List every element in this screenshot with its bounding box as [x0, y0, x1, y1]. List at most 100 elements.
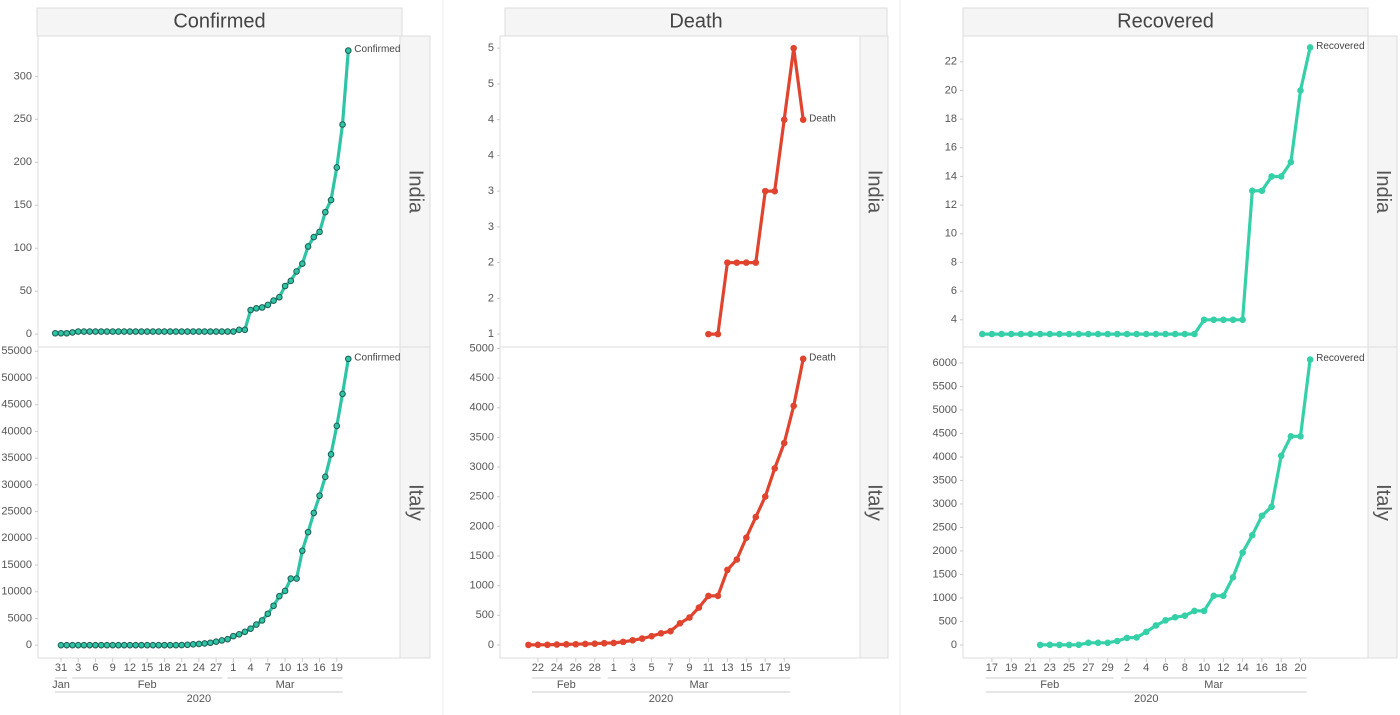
y-tick-label: 12: [945, 199, 957, 211]
point: [686, 614, 693, 621]
end-label: Death: [809, 352, 836, 363]
point: [1133, 330, 1140, 338]
column-title: Confirmed: [173, 10, 265, 32]
month-label: Feb: [1040, 679, 1059, 691]
row-strip: [1367, 35, 1398, 348]
point: [1104, 639, 1111, 647]
row-strip: [859, 35, 889, 348]
y-tick-label: 3500: [933, 474, 957, 486]
point: [132, 328, 139, 335]
year-label: 2020: [649, 693, 673, 705]
column-title: Death: [669, 10, 722, 32]
point: [339, 121, 346, 128]
y-tick-label: 1500: [933, 568, 957, 580]
point: [988, 330, 996, 338]
point: [534, 641, 542, 649]
point: [327, 451, 335, 458]
point: [247, 306, 254, 314]
point: [235, 630, 243, 638]
point: [316, 492, 323, 499]
point: [138, 641, 145, 649]
point: [339, 390, 346, 398]
point: [1306, 356, 1314, 363]
point: [344, 355, 352, 363]
x-tick-label: 12: [124, 662, 136, 674]
x-tick-label: 19: [331, 662, 343, 674]
point: [978, 330, 986, 338]
y-tick-label: 5: [488, 42, 494, 54]
point: [638, 635, 646, 642]
y-tick-label: 2: [488, 257, 494, 269]
x-tick-label: 18: [1275, 662, 1287, 674]
point: [86, 641, 94, 649]
x-tick-label: 29: [1102, 662, 1114, 674]
point: [657, 629, 665, 637]
x-tick-label: 1: [611, 662, 617, 674]
point: [235, 326, 243, 334]
row-label: India: [405, 170, 427, 214]
row-strip: [859, 346, 889, 659]
point: [212, 638, 220, 645]
point: [264, 301, 272, 309]
y-tick-label: 200: [14, 156, 32, 168]
x-tick-label: 9: [686, 662, 692, 674]
point: [258, 617, 266, 624]
point: [51, 329, 59, 337]
point: [600, 639, 608, 647]
point: [705, 330, 712, 338]
point: [1220, 316, 1227, 324]
point: [149, 328, 157, 335]
point: [86, 328, 94, 335]
point: [253, 305, 260, 312]
y-tick-label: 15000: [1, 559, 32, 571]
x-tick-label: 19: [778, 662, 790, 674]
point: [1046, 330, 1054, 338]
month-label: Mar: [689, 679, 708, 691]
y-tick-label: 1000: [933, 592, 957, 604]
x-tick-label: 10: [1198, 662, 1210, 674]
x-tick-label: 13: [296, 662, 308, 674]
point: [714, 330, 722, 338]
point: [1268, 173, 1275, 180]
row-label: India: [1372, 170, 1394, 214]
y-tick-label: 5000: [470, 342, 494, 354]
point: [224, 328, 231, 335]
point: [155, 641, 162, 649]
point: [1200, 316, 1208, 324]
y-tick-label: 55000: [1, 345, 32, 357]
x-tick-label: 6: [1162, 662, 1168, 674]
point: [304, 243, 312, 250]
point: [276, 293, 283, 301]
point: [63, 641, 71, 649]
point: [705, 592, 712, 600]
point: [1191, 330, 1198, 338]
row-strip: [399, 35, 431, 348]
x-tick-label: 17: [759, 662, 771, 674]
y-tick-label: 14: [945, 170, 957, 182]
y-tick-label: 20: [945, 84, 957, 96]
x-tick-label: 16: [1256, 662, 1268, 674]
y-tick-label: 40000: [1, 425, 32, 437]
x-tick-label: 11: [703, 662, 714, 674]
point: [1162, 330, 1169, 338]
y-tick-label: 18: [945, 113, 957, 125]
point: [1229, 574, 1237, 581]
y-tick-label: 8: [951, 256, 957, 268]
y-tick-label: 3: [488, 221, 494, 233]
row-strip: [1367, 346, 1398, 659]
point: [799, 116, 807, 123]
point: [80, 641, 88, 649]
y-tick-label: 2000: [470, 520, 494, 532]
point: [1142, 330, 1150, 338]
row-label: Italy: [1372, 484, 1394, 521]
y-tick-label: 4: [488, 114, 494, 126]
point: [619, 638, 627, 646]
point: [74, 328, 82, 335]
x-tick-label: 24: [551, 662, 563, 674]
point: [155, 328, 162, 335]
point: [132, 641, 139, 649]
point: [1268, 503, 1275, 511]
point: [1104, 330, 1111, 338]
point: [525, 641, 532, 649]
point: [790, 44, 797, 52]
